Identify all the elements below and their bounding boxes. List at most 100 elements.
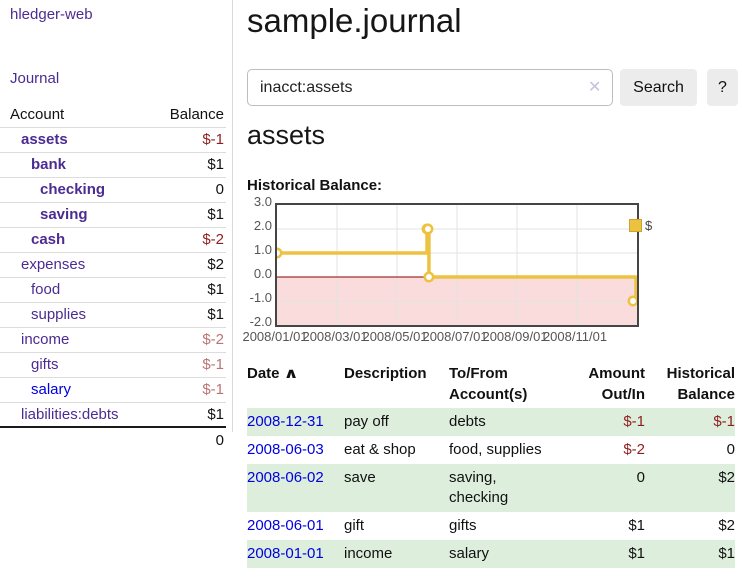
- account-balance: $1: [207, 281, 224, 298]
- help-button[interactable]: ?: [707, 69, 738, 106]
- account-balance: $1: [207, 156, 224, 173]
- transaction-accounts: salary: [449, 545, 490, 562]
- balance-column-header: Balance: [169, 105, 224, 123]
- transaction-description: save: [344, 469, 376, 486]
- search-input[interactable]: [247, 69, 613, 106]
- account-balance: $-2: [202, 331, 224, 348]
- register-row[interactable]: 2008-01-01 income salary $1 $1: [247, 540, 735, 568]
- register-table: Date ∧ Description To/From Account(s) Amou…: [247, 360, 735, 568]
- account-heading: assets: [247, 120, 326, 150]
- register-row[interactable]: 2008-06-02 save saving, checking 0 $2: [247, 464, 735, 512]
- register-header-row: Date ∧ Description To/From Account(s) Amou…: [247, 360, 735, 408]
- transaction-amount: $-1: [623, 413, 645, 430]
- y-axis-tick: 1.0: [253, 242, 272, 257]
- transaction-description: income: [344, 545, 393, 562]
- y-axis-tick: 2.0: [253, 218, 272, 233]
- transaction-date-link[interactable]: 2008-06-02: [247, 469, 324, 486]
- amount-column-header: Amount Out/In: [577, 360, 645, 408]
- transaction-accounts: saving, checking: [449, 469, 509, 506]
- x-axis-tick: 2008/05/01: [362, 329, 428, 344]
- accounts-table-header: Account Balance: [0, 102, 226, 127]
- x-axis-tick: 2008/09/01: [482, 329, 548, 344]
- chart-plot-area: $: [271, 203, 652, 327]
- accounts-total-value: 0: [215, 431, 224, 449]
- y-axis-tick: -2.0: [249, 314, 272, 329]
- accounts-header-line1: To/From: [449, 365, 508, 382]
- sidebar-item-journal[interactable]: Journal: [10, 70, 60, 87]
- account-row: saving $1: [0, 202, 226, 227]
- balance-header-line2: Balance: [677, 386, 735, 403]
- sidebar: hledger-web Journal Account Balance asse…: [0, 0, 233, 449]
- account-balance: $2: [207, 256, 224, 273]
- account-balance: $1: [207, 405, 224, 423]
- register-row[interactable]: 2008-12-31 pay off debts $-1 $-1: [247, 408, 735, 436]
- historical-balance-chart: 3.0 2.0 1.0 0.0 -1.0 -2.0 $ 2008/01/01 2…: [242, 194, 742, 348]
- transaction-amount: $1: [628, 517, 645, 534]
- chart-legend: $: [629, 218, 652, 233]
- search-button[interactable]: Search: [620, 69, 697, 106]
- account-link-checking[interactable]: checking: [40, 181, 106, 198]
- account-balance: 0: [215, 181, 224, 198]
- account-link-income[interactable]: income: [21, 331, 70, 348]
- transaction-date-link[interactable]: 2008-06-01: [247, 517, 324, 534]
- transaction-balance: $2: [718, 517, 735, 534]
- account-link-bank[interactable]: bank: [31, 156, 67, 173]
- date-column-header[interactable]: Date ∧: [247, 360, 344, 408]
- sort-ascending-icon: ∧: [282, 365, 299, 382]
- transaction-description: gift: [344, 517, 365, 534]
- transaction-balance: $1: [718, 545, 735, 562]
- accounts-total-row: 0: [0, 427, 226, 452]
- account-row: supplies $1: [0, 302, 226, 327]
- account-row: food $1: [0, 277, 226, 302]
- account-row: gifts $-1: [0, 352, 226, 377]
- account-link-food[interactable]: food: [31, 281, 61, 298]
- account-row: liabilities:debts $1: [0, 402, 226, 427]
- transaction-balance: $2: [718, 469, 735, 486]
- account-link-cash[interactable]: cash: [31, 231, 66, 248]
- account-balance: $-1: [202, 381, 224, 398]
- account-link-saving[interactable]: saving: [40, 206, 88, 223]
- account-balance: $-1: [202, 356, 224, 373]
- transaction-date-link[interactable]: 2008-12-31: [247, 413, 324, 430]
- y-axis-tick: 0.0: [253, 266, 272, 281]
- register-row[interactable]: 2008-06-03 eat & shop food, supplies $-2…: [247, 436, 735, 464]
- account-link-assets[interactable]: assets: [21, 131, 68, 148]
- clear-search-icon[interactable]: ✕: [588, 79, 602, 96]
- account-row: income $-2: [0, 327, 226, 352]
- transaction-description: eat & shop: [344, 441, 416, 458]
- brand-link[interactable]: hledger-web: [10, 6, 93, 23]
- account-balance: $1: [207, 306, 224, 323]
- page-title: sample.journal: [247, 2, 462, 39]
- legend-swatch-icon: [629, 219, 642, 232]
- transaction-date-link[interactable]: 2008-01-01: [247, 545, 324, 562]
- x-axis-tick: 2008/01/01: [242, 329, 308, 344]
- y-axis-tick: 3.0: [253, 194, 272, 209]
- account-row: checking 0: [0, 177, 226, 202]
- amount-header-line1: Amount: [588, 365, 645, 382]
- account-link-gifts[interactable]: gifts: [31, 356, 59, 373]
- transaction-accounts: debts: [449, 413, 486, 430]
- transaction-amount: $1: [628, 545, 645, 562]
- account-link-salary[interactable]: salary: [31, 381, 72, 398]
- account-column-header: Account: [10, 105, 65, 123]
- date-header-label: Date: [247, 365, 280, 382]
- account-row: assets $-1: [0, 127, 226, 152]
- description-header-label: Description: [344, 365, 427, 382]
- chart-canvas: [271, 205, 639, 325]
- register-row[interactable]: 2008-06-01 gift gifts $1 $2: [247, 512, 735, 540]
- account-balance: $1: [207, 206, 224, 223]
- account-link-expenses[interactable]: expenses: [21, 256, 86, 273]
- transaction-balance: $-1: [713, 413, 735, 430]
- transaction-amount: $-2: [623, 441, 645, 458]
- account-balance: $-2: [202, 231, 224, 248]
- chart-heading: Historical Balance:: [247, 177, 383, 194]
- balance-column-header: Historical Balance: [645, 360, 735, 408]
- transaction-accounts: food, supplies: [449, 441, 542, 458]
- amount-header-line2: Out/In: [601, 386, 645, 403]
- account-link-liabilities-debts[interactable]: liabilities:debts: [21, 405, 119, 423]
- account-link-supplies[interactable]: supplies: [31, 306, 87, 323]
- x-axis-tick: 2008/11/01: [542, 329, 608, 344]
- transaction-date-link[interactable]: 2008-06-03: [247, 441, 324, 458]
- accounts-header-line2: Account(s): [449, 386, 528, 403]
